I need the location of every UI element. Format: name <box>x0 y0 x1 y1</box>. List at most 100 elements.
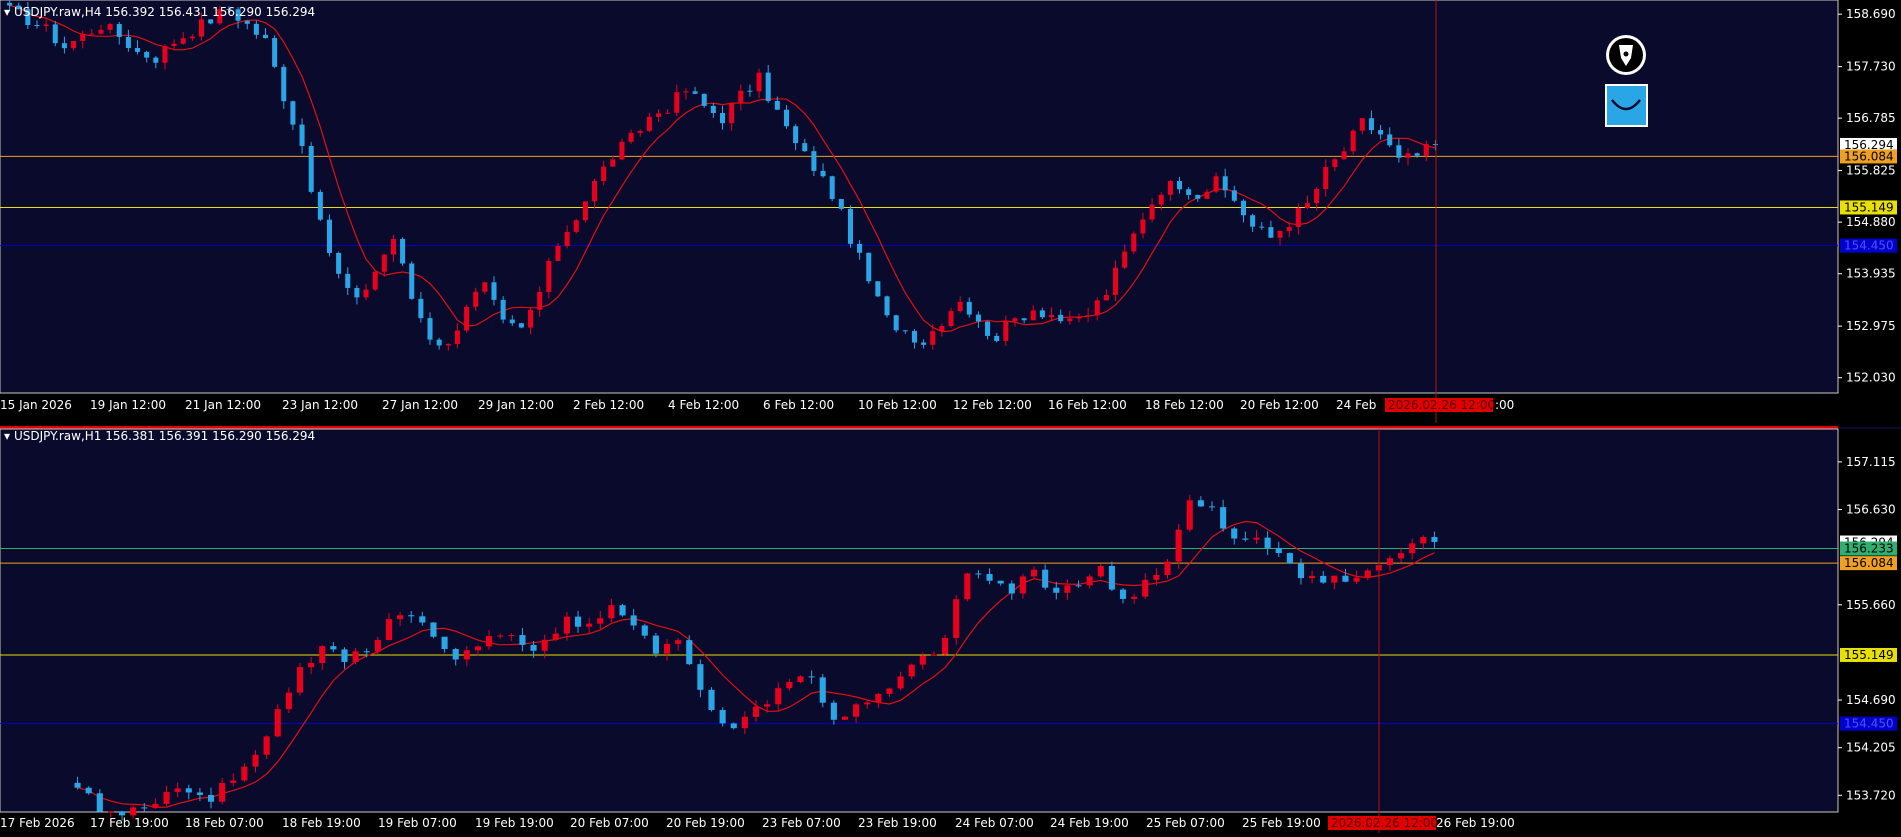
h4-candle-body <box>299 124 305 147</box>
h1-candle-body <box>997 580 1004 584</box>
h4-candle-body <box>509 319 515 324</box>
h4-candle-body <box>135 48 141 52</box>
h4-chart-panel[interactable]: 158.690 157.730 156.785 155.825 154.880 153.9… <box>0 0 1901 423</box>
h1-candle-body <box>497 635 504 637</box>
h4-candle-body <box>473 291 479 307</box>
h1-candle-body <box>708 689 715 710</box>
h4-candle-body <box>646 116 652 131</box>
h1-date-label: 20 Feb 19:00 <box>666 816 745 830</box>
h1-date-label: 19 Feb 07:00 <box>378 816 457 830</box>
h1-candle-body <box>975 573 982 575</box>
h1-date-label: 19 Feb 19:00 <box>475 816 554 830</box>
h1-candle-body <box>385 619 393 641</box>
h4-candle-body <box>198 19 205 37</box>
h1-candle-body <box>930 654 938 656</box>
h4-candle-body <box>939 325 945 332</box>
h1-candle-body <box>675 640 682 644</box>
h1-chart-panel[interactable]: 157.115 156.630 155.660 154.690 154.205 153.7… <box>0 428 1901 833</box>
h1-date-label: 20 Feb 07:00 <box>570 816 649 830</box>
h4-candle-body <box>52 24 58 44</box>
h1-date-label: 25 Feb 19:00 <box>1242 816 1321 830</box>
h4-candle-body <box>71 40 77 49</box>
h1-candle-body <box>141 807 148 809</box>
h4-candle-body <box>162 46 168 63</box>
h1-date-label: 18 Feb 07:00 <box>185 816 264 830</box>
h4-candle-body <box>409 263 415 299</box>
h1-candle-body <box>441 636 448 650</box>
h1-candle-body <box>285 692 292 710</box>
h4-candle-body <box>555 246 561 261</box>
h4-candle-body <box>1295 208 1301 227</box>
h1-crosshair-date: 2026.02.26 12:00 <box>1331 816 1438 830</box>
h1-candle-body <box>1153 574 1160 580</box>
smile-panel-icon[interactable] <box>1605 84 1648 127</box>
h1-date-label: 17 Feb 2026 <box>0 816 75 830</box>
h4-candle-body <box>902 330 908 332</box>
h1-candle-body <box>686 640 693 665</box>
h1-collapse-arrow-icon[interactable]: ▾ <box>4 429 10 443</box>
h4-candle-body <box>1387 134 1393 146</box>
h1-candle-body <box>1253 537 1260 540</box>
h4-candle-body <box>537 291 543 310</box>
h1-candle-body <box>697 664 704 690</box>
h4-candle-body <box>765 72 771 101</box>
h4-candle-body <box>1231 190 1237 201</box>
h4-candle-body <box>1213 176 1219 192</box>
h4-candle-body <box>1259 226 1265 228</box>
h4-candle-body <box>153 57 159 63</box>
h1-candle-body <box>1019 576 1026 594</box>
h4-candle-body <box>1277 231 1283 238</box>
h4-candle-body <box>1432 144 1438 146</box>
h1-candle-body <box>452 649 459 660</box>
h4-candle-body <box>262 34 269 39</box>
h4-price-axis[interactable] <box>1838 0 1901 393</box>
h1-price-axis[interactable] <box>1838 429 1901 833</box>
h4-candle-body <box>1003 321 1009 341</box>
h1-date-after: 26 Feb 19:00 <box>1436 816 1515 830</box>
h4-candle-body <box>363 289 369 298</box>
h1-candle-body <box>964 573 971 600</box>
h4-price-label-bg <box>1840 149 1897 164</box>
h1-candle-body <box>1042 569 1049 588</box>
h1-candle-body <box>908 664 915 677</box>
h1-candle-body <box>352 651 359 662</box>
h4-candle-body <box>381 254 387 272</box>
h1-candle-body <box>96 793 103 812</box>
h1-candle-body <box>474 646 482 651</box>
fountain-pen-nib-icon[interactable] <box>1606 35 1646 75</box>
h4-candle-body <box>180 38 186 44</box>
h1-candle-body <box>942 637 949 655</box>
h4-candle-body <box>1423 144 1429 156</box>
h4-candle-body <box>1314 189 1320 204</box>
h4-candle-body <box>34 25 40 27</box>
h1-candle-body <box>953 599 960 638</box>
h4-date-label: 27 Jan 12:00 <box>382 398 458 412</box>
h4-candle-body <box>674 92 680 113</box>
h1-candle-body <box>1420 537 1427 544</box>
h1-candle-body <box>797 676 804 682</box>
h4-candle-body <box>985 321 991 336</box>
h1-candle-body <box>319 646 326 664</box>
h1-candle-body <box>1175 529 1182 562</box>
h4-price-label-bg <box>1840 200 1897 215</box>
h4-candle-body <box>582 201 588 221</box>
h1-candle-body <box>419 616 426 623</box>
h1-candle-body <box>1364 570 1371 578</box>
h4-candle-body <box>1122 251 1128 268</box>
h4-candle-body <box>1323 167 1329 190</box>
h1-candle-body <box>1242 538 1249 540</box>
h4-time-axis[interactable] <box>0 393 1901 423</box>
h4-date-label: 21 Jan 12:00 <box>185 398 261 412</box>
h4-collapse-arrow-icon[interactable]: ▾ <box>4 5 10 19</box>
h4-candle-body <box>1103 294 1109 301</box>
h1-candle-body <box>174 788 181 792</box>
h1-candle-body <box>1297 563 1305 579</box>
h1-date-label: 23 Feb 19:00 <box>858 816 937 830</box>
h1-candle-body <box>1320 575 1327 583</box>
h4-candle-body <box>1222 176 1228 191</box>
h4-candle-body <box>400 238 406 264</box>
h1-candle-body <box>586 623 593 627</box>
h4-candle-body <box>1359 118 1365 131</box>
panel-divider[interactable] <box>0 423 1901 427</box>
